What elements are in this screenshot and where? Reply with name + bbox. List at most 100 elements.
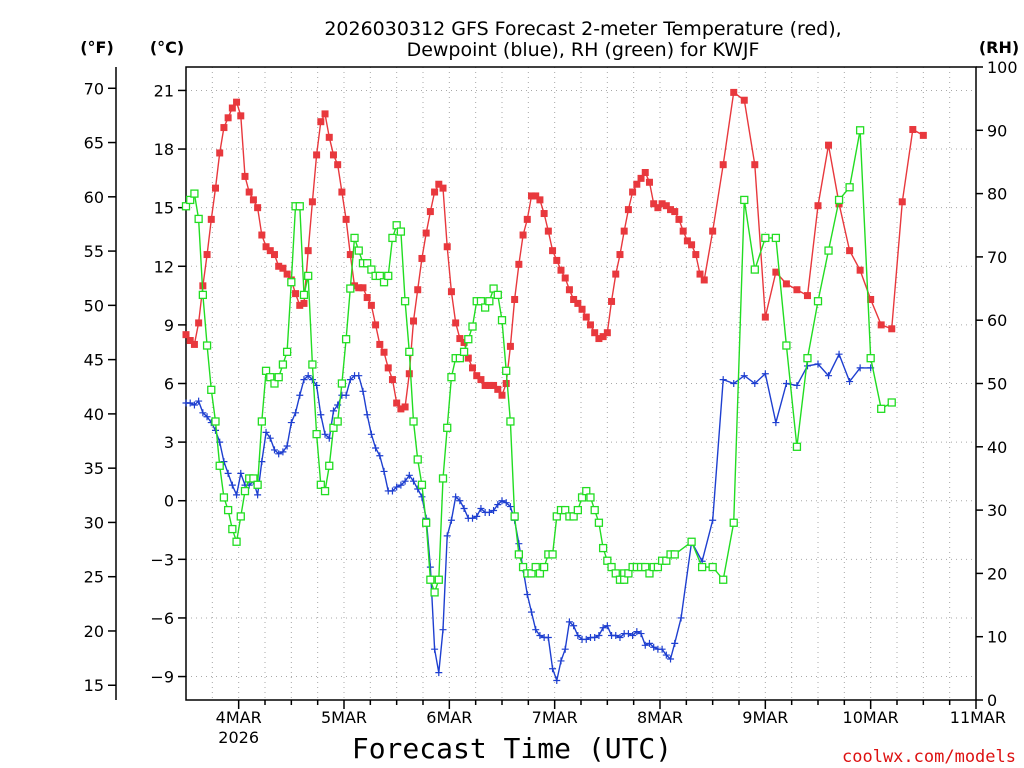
dewpoint-point [616, 633, 624, 641]
x-tick-label: 9MAR [742, 708, 788, 727]
rh-point [620, 575, 629, 584]
temperature-point [825, 141, 833, 149]
temperature-point [481, 381, 489, 389]
temperature-point [279, 264, 287, 272]
dewpoint-point [835, 350, 843, 358]
rh-tick-label: 90 [987, 121, 1007, 140]
temperature-point [308, 198, 316, 206]
dewpoint-point [393, 483, 401, 491]
rh-point [422, 518, 431, 527]
x-tick-label: 6MAR [426, 708, 472, 727]
rh-point [417, 480, 427, 489]
rh-point [510, 512, 519, 521]
rh-point [719, 575, 728, 584]
temperature-point [300, 299, 308, 307]
temperature-point [527, 192, 535, 200]
temperature-point [709, 227, 717, 235]
dewpoint-point [557, 657, 565, 665]
rh-point [594, 518, 604, 527]
rh-point [228, 524, 237, 534]
rh-point [413, 455, 422, 464]
dewpoint-point [401, 477, 409, 485]
dewpoint-point [317, 411, 325, 419]
dewpoint-point [439, 626, 447, 634]
temperature-point [186, 337, 194, 345]
rh-point [304, 271, 313, 281]
temperature-point [700, 276, 708, 284]
rh-point [236, 512, 245, 521]
temperature-point [772, 268, 780, 276]
temperature-point [384, 364, 392, 372]
rh-point [468, 322, 477, 331]
rh-point [824, 246, 833, 255]
temperature-point [216, 149, 224, 157]
temperature-point [262, 243, 270, 251]
dewpoint-point [506, 503, 514, 511]
temperature-point [599, 333, 607, 341]
dewpoint-point [473, 512, 481, 520]
dewpoint-point [494, 501, 502, 509]
rh-point [653, 562, 663, 572]
fahrenheit-tick-label: 65 [84, 134, 104, 153]
dewpoint-point [782, 380, 790, 387]
dewpoint-point [363, 411, 371, 419]
rh-point [687, 537, 696, 546]
temperature-point [452, 319, 460, 327]
temperature-point [283, 270, 291, 278]
rh-point [266, 373, 275, 382]
rh-point [198, 290, 208, 300]
rh-tick-label: 80 [987, 185, 1007, 204]
dewpoint-point [262, 428, 270, 436]
celsius-tick-label: 15 [154, 199, 174, 218]
dewpoint-point [523, 591, 531, 598]
dewpoint-point [199, 409, 207, 417]
dewpoint-point [426, 563, 434, 571]
dewpoint-point [414, 485, 422, 493]
rh-point [207, 385, 216, 394]
rh-point [803, 354, 812, 363]
temperature-point [549, 247, 557, 255]
dewpoint-point [527, 608, 535, 616]
rh-point [384, 271, 393, 281]
celsius-tick-label: 21 [154, 81, 174, 100]
temperature-point [919, 131, 927, 139]
temperature-point [405, 370, 413, 378]
temperature-point [540, 210, 548, 218]
dewpoint-point [283, 442, 291, 450]
celsius-tick-label: 3 [164, 433, 174, 452]
rh-point [697, 562, 707, 572]
temperature-point [329, 151, 337, 159]
temperature-point [338, 188, 346, 196]
dewpoint-point [346, 376, 354, 384]
rh-point [877, 404, 886, 413]
x-axis-title: Forecast Time (UTC) [352, 732, 672, 765]
dewpoint-point [431, 645, 439, 653]
chart-title-line-1: 2026030312 GFS Forecast 2-meter Temperat… [324, 18, 841, 40]
rh-point [287, 278, 296, 287]
rh-point [219, 493, 229, 502]
dewpoint-point [195, 397, 203, 405]
dewpoint-point [443, 532, 451, 540]
data-series [181, 88, 927, 684]
rh-point [190, 189, 199, 198]
temperature-point [740, 96, 748, 104]
rh-point [215, 461, 224, 470]
rh-axis-label: (RH) [979, 38, 1019, 57]
dewpoint-point [502, 499, 510, 507]
rh-point [590, 505, 599, 515]
temperature-point [679, 227, 687, 235]
temperature-point [675, 215, 683, 223]
dewpoint-point [761, 370, 769, 378]
axes: −9 −6 −3 0 3 6 9 12 15 18 21 15 20 25 30 35 40 45 50 55 60 65… [84, 58, 1018, 747]
temperature-point [578, 305, 586, 313]
temperature-point [254, 204, 262, 212]
rh-point [866, 354, 875, 363]
celsius-tick-label: 9 [164, 316, 174, 335]
dewpoint-point [645, 639, 653, 647]
temperature-point [182, 331, 190, 339]
rh-point [552, 512, 561, 521]
temperature-point [909, 126, 917, 134]
dewpoint-point [719, 376, 727, 384]
temperature-point [292, 290, 300, 298]
rh-point [624, 569, 633, 578]
